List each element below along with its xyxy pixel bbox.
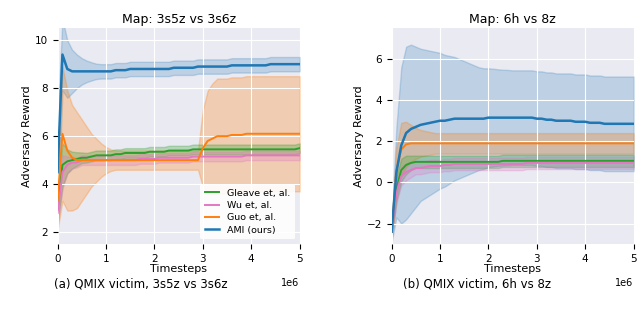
X-axis label: Timesteps: Timesteps [150, 264, 207, 274]
Text: 1e6: 1e6 [615, 278, 634, 288]
Y-axis label: Adversary Reward: Adversary Reward [22, 85, 32, 187]
Legend: Gleave et, al., Wu et, al., Guo et, al., AMI (ours): Gleave et, al., Wu et, al., Guo et, al.,… [200, 184, 295, 239]
Text: (b) QMIX victim, 6h vs 8z: (b) QMIX victim, 6h vs 8z [403, 277, 551, 290]
Text: (a) QMIX victim, 3s5z vs 3s6z: (a) QMIX victim, 3s5z vs 3s6z [54, 277, 228, 290]
X-axis label: Timesteps: Timesteps [484, 264, 541, 274]
Y-axis label: Adversary Reward: Adversary Reward [354, 85, 364, 187]
Title: Map: 6h vs 8z: Map: 6h vs 8z [469, 13, 556, 26]
Text: 1e6: 1e6 [282, 278, 300, 288]
Title: Map: 3s5z vs 3s6z: Map: 3s5z vs 3s6z [122, 13, 236, 26]
